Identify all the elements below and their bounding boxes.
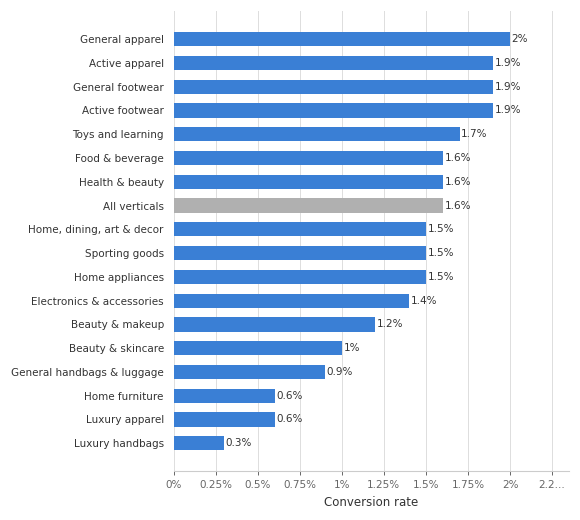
Text: 1%: 1% [343, 343, 360, 353]
Bar [173, 103, 493, 118]
Bar [173, 80, 493, 94]
Bar [173, 412, 274, 426]
Text: 1.5%: 1.5% [427, 248, 454, 258]
Bar [173, 199, 443, 213]
Text: 0.6%: 0.6% [276, 414, 303, 424]
Bar [173, 246, 426, 260]
Text: 1.7%: 1.7% [461, 129, 488, 139]
Bar [173, 56, 493, 70]
Text: 1.5%: 1.5% [427, 224, 454, 235]
Bar [173, 175, 443, 189]
Text: 1.6%: 1.6% [444, 177, 471, 187]
Text: 0.6%: 0.6% [276, 391, 303, 401]
Text: 0.3%: 0.3% [226, 438, 252, 448]
Text: 1.9%: 1.9% [495, 58, 521, 68]
Bar [173, 32, 510, 46]
Bar [173, 317, 375, 332]
Text: 1.6%: 1.6% [444, 153, 471, 163]
Text: 2%: 2% [512, 34, 528, 44]
Bar [173, 222, 426, 237]
Bar [173, 270, 426, 284]
Bar [173, 388, 274, 403]
Bar [173, 293, 409, 308]
X-axis label: Conversion rate: Conversion rate [324, 496, 418, 509]
Text: 1.9%: 1.9% [495, 82, 521, 92]
Text: 1.6%: 1.6% [444, 201, 471, 211]
Text: 1.5%: 1.5% [427, 272, 454, 282]
Bar [173, 151, 443, 165]
Bar [173, 341, 342, 355]
Bar [173, 436, 224, 450]
Text: 1.2%: 1.2% [377, 319, 404, 329]
Text: 0.9%: 0.9% [327, 367, 353, 377]
Text: 1.4%: 1.4% [411, 296, 437, 306]
Text: 1.9%: 1.9% [495, 106, 521, 115]
Bar [173, 127, 459, 141]
Bar [173, 365, 325, 379]
